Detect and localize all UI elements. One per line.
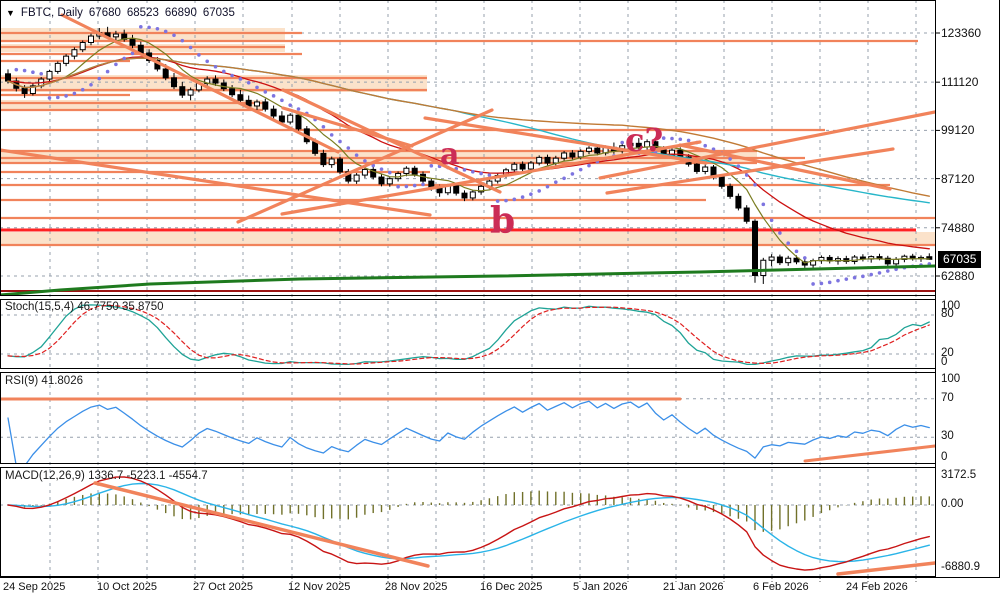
supply-demand-zones <box>0 28 935 245</box>
price-tick-label: 87120 <box>941 171 975 186</box>
rsi-plot <box>0 397 935 464</box>
trendlines <box>0 13 935 224</box>
ohlc-high: 68523 <box>126 7 159 19</box>
wave-letter-b: b <box>490 200 516 242</box>
ohlc-open: 67680 <box>88 7 121 19</box>
macd-panel-label: MACD(12,26,9) 1336.7 -5223.1 -4554.7 <box>5 470 208 482</box>
wave-letter-c: c? <box>625 121 664 159</box>
indicator-tick-label: 100 <box>941 373 961 385</box>
indicator-tick-label: 0.00 <box>941 498 964 510</box>
green-support-line <box>0 264 935 296</box>
ohlc-close: 67035 <box>202 7 235 19</box>
horizontal-levels <box>0 31 935 292</box>
price-tick-label: 62880 <box>941 268 975 283</box>
price-tick-label: 111120 <box>941 75 979 90</box>
indicator-tick-label: 0 <box>941 356 948 368</box>
macd-plot <box>7 476 935 576</box>
indicator-tick-label: 20 <box>941 347 954 359</box>
stoch-plot <box>7 304 930 366</box>
indicator-tick-label: 80 <box>941 308 954 320</box>
date-tick-label: 5 Jan 2026 <box>573 581 628 593</box>
date-tick-label: 24 Feb 2026 <box>846 581 908 593</box>
indicator-tick-label: 70 <box>941 391 954 404</box>
moving-averages <box>7 37 930 264</box>
date-tick-label: 24 Sep 2025 <box>3 581 66 593</box>
date-tick-label: 6 Feb 2026 <box>753 581 809 593</box>
chevron-down-icon[interactable]: ▼ <box>6 8 15 18</box>
date-tick-label: 27 Oct 2025 <box>193 581 253 593</box>
indicator-tick-label: 0 <box>941 451 948 463</box>
indicator-tick-label: 100 <box>941 300 961 312</box>
ohlc-low: 66890 <box>164 7 197 19</box>
date-tick-label: 16 Dec 2025 <box>480 581 543 593</box>
indicator-tick-label: -6880.9 <box>941 561 981 574</box>
parabolic-sar-dots <box>14 25 932 286</box>
rsi-panel-label: RSI(9) 41.8026 <box>5 375 83 387</box>
symbol-title: FBTC, Daily <box>20 7 83 19</box>
symbol-legend[interactable]: ▼ FBTC, Daily 67680 68523 66890 67035 <box>6 7 235 19</box>
date-tick-label: 21 Jan 2026 <box>663 581 724 593</box>
price-tick-label: 99120 <box>941 123 975 138</box>
price-tick-label: 123360 <box>941 26 982 40</box>
indicator-tick-label: 3172.5 <box>941 468 977 481</box>
stoch-panel-label: Stoch(15,5,4) 46.7750 35.8750 <box>5 301 164 313</box>
date-tick-label: 28 Nov 2025 <box>385 581 448 593</box>
date-tick-label: 12 Nov 2025 <box>288 581 351 593</box>
wave-letter-a: a <box>440 137 460 172</box>
last-price-badge: 67035 <box>938 251 982 268</box>
indicator-tick-label: 30 <box>941 430 954 443</box>
price-tick-label: 74880 <box>941 220 975 235</box>
date-tick-label: 10 Oct 2025 <box>97 581 157 593</box>
